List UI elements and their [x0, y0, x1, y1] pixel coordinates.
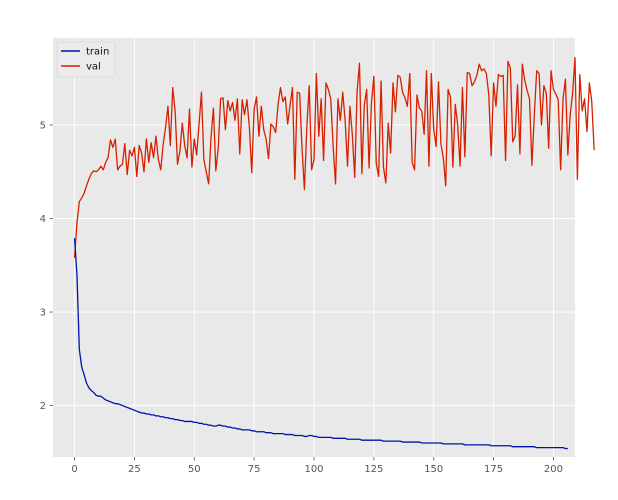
axis-ticks: 0 25 50 75 100 125 150 175 200 2 3 4 5	[40, 120, 563, 475]
legend: train val	[56, 41, 116, 78]
x-tick-label: 25	[128, 464, 141, 475]
legend-label-train: train	[86, 47, 109, 58]
x-tick-label: 200	[544, 464, 563, 475]
x-tick-label: 150	[424, 464, 443, 475]
y-tick-label: 4	[40, 214, 46, 225]
y-tick-label: 3	[40, 308, 46, 319]
series-line-train	[73, 238, 568, 450]
y-tick-label: 2	[40, 401, 46, 412]
y-tick-label: 5	[40, 120, 46, 131]
x-tick-label: 175	[484, 464, 503, 475]
x-tick-label: 125	[364, 464, 383, 475]
x-tick-label: 75	[248, 464, 261, 475]
series-layer	[73, 56, 595, 450]
x-tick-label: 100	[304, 464, 323, 475]
series-line-val	[73, 56, 595, 258]
x-tick-label: 0	[71, 464, 77, 475]
x-tick-label: 50	[188, 464, 201, 475]
grid-lines	[53, 38, 575, 457]
legend-label-val: val	[86, 62, 101, 73]
